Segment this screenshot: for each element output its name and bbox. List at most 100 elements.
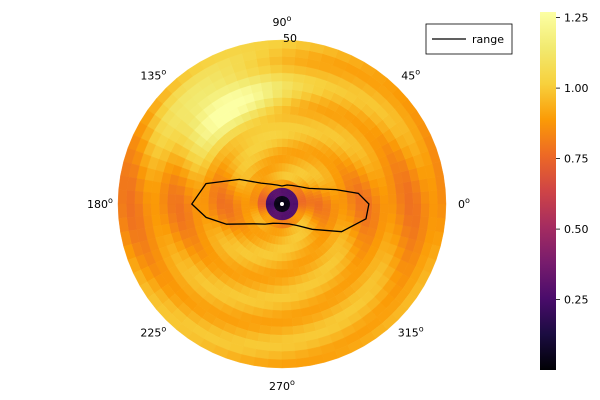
heatmap-cell	[199, 196, 209, 205]
heatmap-cell	[269, 64, 283, 74]
heatmap-cell	[428, 190, 439, 205]
heatmap-cell	[281, 162, 286, 172]
heatmap-cell	[117, 203, 128, 219]
heatmap-cell	[273, 113, 283, 123]
heatmap-cell	[267, 358, 283, 369]
heatmap-cell	[273, 285, 283, 295]
heatmap-cell	[370, 186, 381, 197]
heatmap-cell	[378, 185, 389, 196]
angle-tick-labels: 0o 45o 90o 135o 180o 225o 270o 315o	[87, 14, 470, 393]
heatmap-cell	[224, 198, 234, 205]
heatmap-cell	[268, 268, 277, 278]
heatmap-cell	[261, 308, 273, 319]
series-line-range	[190, 178, 370, 233]
heatmap-cell	[314, 203, 324, 208]
heatmap-cell	[273, 293, 283, 303]
heatmap-cell	[281, 285, 291, 295]
heatmap-cell	[355, 203, 365, 212]
heatmap-cell	[159, 182, 170, 195]
heatmap-cell	[276, 260, 283, 270]
heatmap-cell	[371, 195, 381, 205]
heatmap-cell	[295, 357, 311, 368]
angle-tick-180: 180o	[87, 196, 113, 211]
heatmap-cell	[270, 72, 283, 82]
heatmap-cell	[125, 190, 136, 205]
heatmap-cell	[291, 308, 303, 319]
colorbar-tick-label: 0.50	[564, 223, 589, 236]
legend-entry-range: range	[472, 33, 504, 46]
heatmap-cell	[142, 191, 152, 205]
heatmap-cell	[396, 193, 406, 205]
heatmap-cell	[263, 300, 274, 311]
heatmap-cell	[386, 183, 397, 195]
angle-tick-135: 135o	[140, 67, 166, 82]
radial-tick-labels: 50	[283, 32, 297, 45]
heatmap-cell	[125, 203, 136, 218]
heatmap-cell	[295, 40, 311, 51]
heatmap-cell	[269, 334, 283, 344]
heatmap-cell	[207, 197, 217, 205]
heatmap-cell	[216, 198, 226, 205]
heatmap-cell	[276, 138, 283, 148]
heatmap-cell	[347, 203, 357, 211]
heatmap-cell	[167, 213, 178, 225]
heatmap-cell	[117, 189, 128, 205]
heatmap-cell	[183, 211, 194, 222]
heatmap-cell	[386, 213, 397, 225]
heatmap-cell	[248, 200, 258, 205]
angle-tick-90: 90o	[273, 14, 292, 29]
heatmap-cell	[264, 105, 275, 116]
heatmap-cell	[175, 203, 185, 214]
heatmap-cell	[281, 105, 291, 115]
angle-tick-225: 225o	[140, 325, 166, 340]
heatmap-cell	[281, 342, 296, 352]
heatmap-cell	[281, 318, 293, 328]
heatmap-cell	[118, 175, 129, 191]
heatmap-cell	[281, 138, 288, 148]
heatmap-cell	[394, 182, 405, 195]
heatmap-cell	[281, 269, 289, 279]
heatmap-cell	[268, 56, 283, 66]
heatmap-cell	[158, 193, 168, 205]
heatmap-cell	[275, 129, 283, 139]
heatmap-cell	[253, 357, 269, 368]
heatmap-cell	[370, 211, 381, 222]
heatmap-cell	[199, 203, 209, 212]
heatmap-cell	[412, 203, 422, 217]
heatmap-cell	[273, 105, 283, 115]
heatmap-cell	[281, 97, 292, 107]
heatmap-cell	[330, 203, 340, 210]
colorbar-ticks: 0.25 0.50 0.75 1.00 1.25	[556, 12, 589, 307]
heatmap-cell	[338, 198, 348, 205]
angle-tick-315: 315o	[398, 325, 424, 340]
heatmap-cell	[159, 213, 170, 226]
heatmap-cell	[167, 183, 178, 195]
heatmap-cell	[428, 203, 439, 218]
heatmap-cell	[271, 318, 283, 328]
colorbar-gradient	[540, 12, 556, 370]
heatmap-cell	[291, 89, 303, 100]
heatmap-cell	[287, 130, 296, 140]
heatmap-cell	[281, 47, 296, 58]
heatmap-cell	[268, 342, 283, 352]
heatmap-cell	[275, 269, 283, 279]
heatmap-cell	[158, 203, 168, 215]
heatmap-cell	[271, 309, 283, 320]
colorbar-tick-label: 1.00	[564, 82, 589, 95]
heatmap-cell	[134, 203, 144, 218]
heatmap-cell	[175, 194, 185, 205]
heatmap-cell	[281, 64, 295, 74]
heatmap-cell	[274, 121, 283, 131]
heatmap-cell	[232, 199, 242, 205]
heatmap-cell	[281, 113, 291, 123]
heatmap-cell	[150, 203, 160, 216]
heatmap-cell	[288, 122, 297, 132]
heatmap-cell	[281, 170, 286, 180]
heatmap-cell	[134, 190, 144, 205]
heatmap-cell	[281, 309, 293, 320]
heatmap-cell	[266, 284, 276, 295]
heatmap-cell	[281, 260, 288, 270]
heatmap-cell	[378, 212, 389, 223]
heatmap-cell	[281, 293, 291, 303]
heatmap-cell	[183, 203, 193, 213]
